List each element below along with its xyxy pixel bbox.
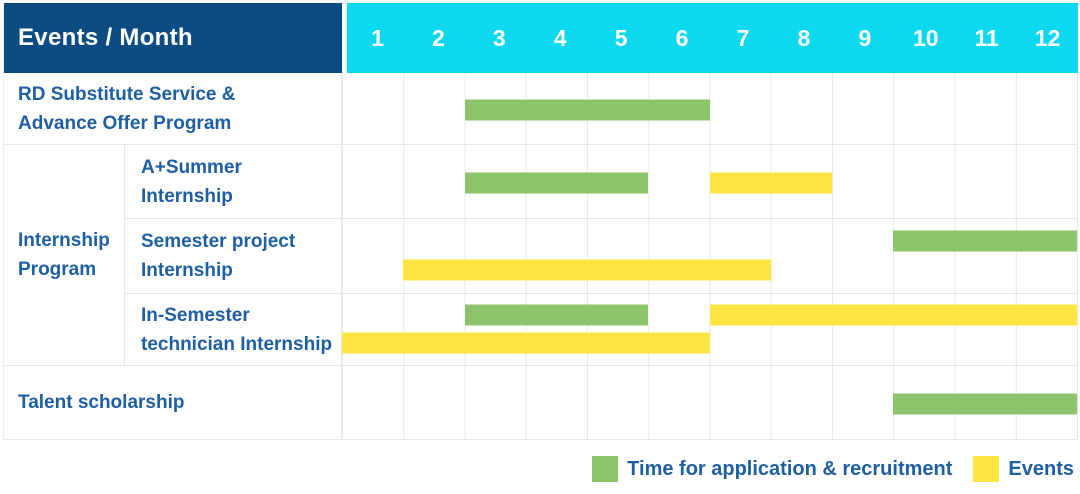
row-timeline [342, 294, 1078, 366]
table-title: Events / Month [18, 24, 193, 51]
recruitment-bar [464, 304, 649, 326]
month-label: 7 [736, 24, 750, 51]
recruitment-bar [893, 230, 1077, 252]
event-bar [342, 332, 710, 354]
month-label: 11 [974, 24, 999, 51]
event-bar [709, 304, 1077, 326]
event-bar [403, 259, 771, 281]
recruitment-swatch-icon [592, 456, 619, 482]
recruitment-bar [893, 393, 1077, 415]
month-label: 1 [371, 24, 384, 51]
month-label: 3 [492, 24, 506, 51]
row-label: A+Summer Internship [125, 145, 342, 219]
month-label: 10 [912, 24, 939, 51]
events-month-header-cell: Events / Month [4, 3, 342, 73]
legend-label: Time for application & recruitment [627, 457, 953, 480]
row-timeline [342, 145, 1078, 219]
row-label: In-Semester technician Internship [125, 294, 342, 366]
month-label: 4 [553, 24, 567, 51]
row-label: Talent scholarship [4, 366, 342, 440]
month-label: 9 [858, 24, 872, 51]
event-bar [709, 172, 832, 194]
event-swatch-icon [973, 456, 1000, 482]
legend-item: Events [973, 456, 1074, 482]
row-timeline [342, 219, 1078, 294]
row-label: RD Substitute Service & Advance Offer Pr… [4, 73, 342, 145]
month-label: 2 [431, 24, 445, 51]
legend-label: Events [1008, 457, 1074, 480]
row-timeline [342, 366, 1078, 440]
recruitment-bar [464, 172, 649, 194]
month-label: 5 [614, 24, 628, 51]
month-label: 8 [797, 24, 811, 51]
row-timeline [342, 73, 1078, 145]
month-label: 6 [675, 24, 689, 51]
row-label: Semester project Internship [125, 219, 342, 294]
legend-item: Time for application & recruitment [592, 456, 952, 482]
group-label: Internship Program [4, 145, 125, 366]
month-label: 12 [1034, 24, 1061, 51]
gantt-table: Events / Month 1 2 3 4 5 6 7 8 9 10 11 12 RD Substi… [3, 3, 1078, 440]
recruitment-bar [464, 99, 710, 121]
legend: Time for application & recruitment Events [3, 456, 1077, 482]
month-header-row: 1 2 3 4 5 6 7 8 9 10 11 12 [342, 3, 1078, 73]
